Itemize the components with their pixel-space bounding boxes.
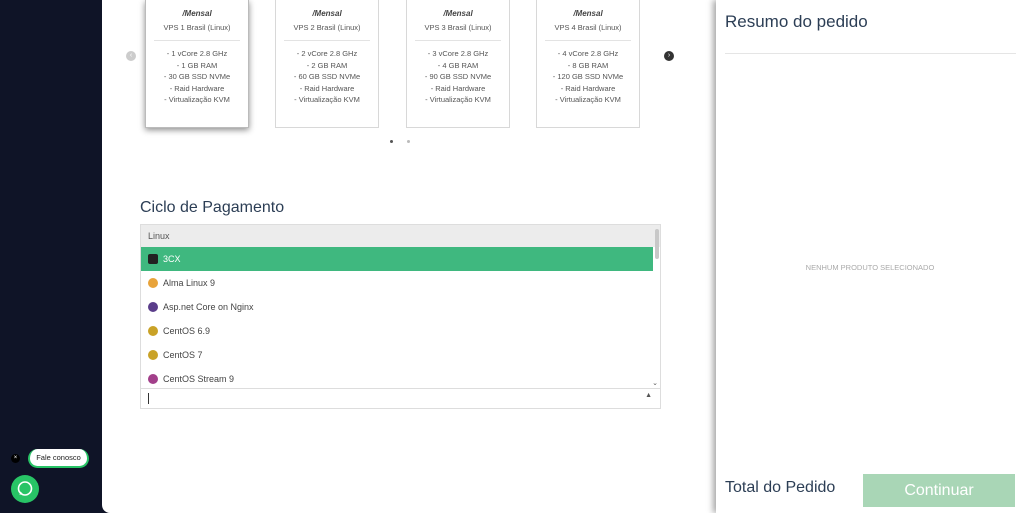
plan-card[interactable]: /Mensal VPS 2 Brasil (Linux) - 2 vCore 2.8… (275, 0, 379, 128)
spec: - 120 GB SSD NVMe (552, 72, 624, 81)
option-list: Linux 3CX Alma Linux 9 Asp.net Core on Ngi… (140, 224, 661, 389)
option-label: CentOS 7 (163, 350, 203, 360)
spec: - 8 GB RAM (567, 60, 609, 70)
main-panel: ‹ › Ciclo de Pagamento Linux 3CX Alma Lin… (102, 0, 716, 513)
divider (725, 53, 1016, 54)
option-icon (148, 374, 158, 384)
carousel-dot[interactable] (407, 140, 410, 143)
plan-card[interactable]: /Mensal VPS 1 Brasil (Linux) - 1 vCore 2.8… (145, 0, 249, 128)
next-arrow[interactable]: › (664, 51, 674, 61)
spec: - 1 vCore 2.8 GHz (166, 49, 228, 58)
spec: - 1 GB RAM (176, 60, 218, 70)
close-chat[interactable]: × (11, 454, 20, 463)
spec: - 4 GB RAM (437, 60, 479, 70)
option[interactable]: CentOS 7 (141, 343, 653, 367)
spec: - 90 GB SSD NVMe (424, 72, 492, 81)
spec-list: - 4 vCore 2.8 GHz - 8 GB RAM - 120 GB SSD … (537, 48, 639, 106)
option-label: CentOS Stream 9 (163, 374, 235, 384)
plan-period: /Mensal (573, 9, 603, 18)
search-input[interactable]: ▲ (140, 388, 661, 409)
option-icon (148, 350, 158, 360)
dropdown-toggle[interactable]: ▲ (645, 392, 652, 399)
summary-title: Resumo do pedido (725, 12, 868, 31)
spec: - 4 vCore 2.8 GHz (557, 49, 619, 58)
prev-arrow[interactable]: ‹ (126, 51, 136, 61)
plan-name: VPS 2 Brasil (Linux) (284, 23, 370, 41)
total-label: Total do Pedido (725, 479, 836, 496)
spec: - 2 GB RAM (306, 60, 348, 70)
continue-button[interactable]: Continuar (863, 474, 1015, 507)
summary-panel: Resumo do pedido NENHUM PRODUTO SELECION… (716, 0, 1024, 513)
plan-period: /Mensal (443, 9, 473, 18)
spec: - 3 vCore 2.8 GHz (427, 49, 489, 58)
option-icon (148, 254, 158, 264)
spec: - Virtualização KVM (164, 95, 230, 104)
chat-label[interactable]: Fale conosco (28, 449, 89, 468)
whatsapp-button[interactable] (11, 475, 39, 503)
scrollbar[interactable] (655, 229, 659, 259)
spec-list: - 3 vCore 2.8 GHz - 4 GB RAM - 90 GB SSD N… (407, 48, 509, 106)
option-label: 3CX (163, 254, 181, 264)
option-label: Alma Linux 9 (163, 278, 216, 288)
option[interactable]: CentOS Stream 9 (141, 367, 653, 388)
plan-card[interactable]: /Mensal VPS 4 Brasil (Linux) - 4 vCore 2.8… (536, 0, 640, 128)
spec: - Virtualização KVM (294, 95, 360, 104)
plan-period: /Mensal (182, 9, 212, 18)
spec: - 60 GB SSD NVMe (293, 72, 361, 81)
plan-name: VPS 1 Brasil (Linux) (154, 23, 240, 41)
section-title: Ciclo de Pagamento (140, 199, 285, 216)
plan-card[interactable]: /Mensal VPS 3 Brasil (Linux) - 3 vCore 2.8… (406, 0, 510, 128)
option[interactable]: Asp.net Core on Nginx (141, 295, 653, 319)
spec: - Virtualização KVM (425, 95, 491, 104)
plan-name: VPS 4 Brasil (Linux) (545, 23, 631, 41)
scroll-down[interactable]: ⌄ (652, 380, 658, 387)
option-icon (148, 302, 158, 312)
plan-period: /Mensal (312, 9, 342, 18)
option-label: Asp.net Core on Nginx (163, 302, 254, 312)
option-icon (148, 326, 158, 336)
caret (148, 393, 149, 404)
plan-name: VPS 3 Brasil (Linux) (415, 23, 501, 41)
spec: - Raid Hardware (169, 83, 225, 93)
spec: - 2 vCore 2.8 GHz (296, 49, 358, 58)
option[interactable]: Alma Linux 9 (141, 271, 653, 295)
empty-message: NENHUM PRODUTO SELECIONADO (805, 263, 935, 272)
carousel-dot[interactable] (390, 140, 393, 143)
option[interactable]: CentOS 6.9 (141, 319, 653, 343)
option-icon (148, 278, 158, 288)
spec: - 30 GB SSD NVMe (163, 72, 231, 81)
option-group: Linux (141, 225, 660, 247)
spec-list: - 2 vCore 2.8 GHz - 2 GB RAM - 60 GB SSD N… (276, 48, 378, 106)
option-label: CentOS 6.9 (163, 326, 211, 336)
spec: - Raid Hardware (299, 83, 355, 93)
spec: - Raid Hardware (560, 83, 616, 93)
spec-list: - 1 vCore 2.8 GHz - 1 GB RAM - 30 GB SSD N… (146, 48, 248, 106)
spec: - Raid Hardware (430, 83, 486, 93)
spec: - Virtualização KVM (555, 95, 621, 104)
option[interactable]: 3CX (141, 247, 653, 271)
